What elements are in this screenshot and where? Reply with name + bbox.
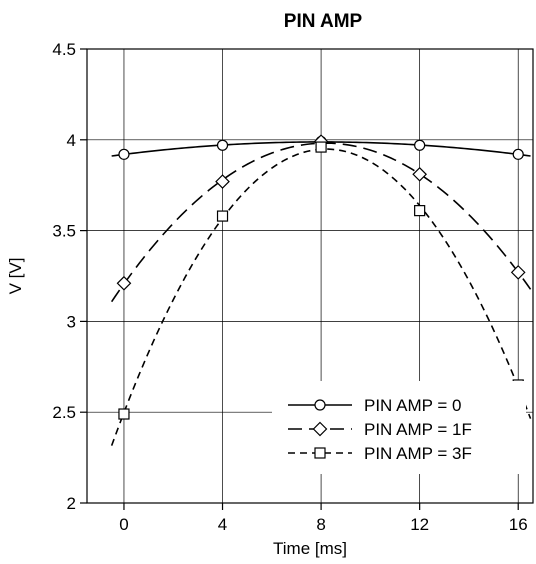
x-axis-label: Time [ms] <box>273 539 347 558</box>
x-tick-label: 4 <box>218 515 227 534</box>
data-point-square <box>314 447 326 459</box>
y-tick-label: 2 <box>67 494 76 513</box>
y-tick-label: 4 <box>67 131 76 150</box>
data-point-square <box>414 205 426 217</box>
legend-entry: PIN AMP = 1F <box>288 420 472 439</box>
data-point-diamond <box>412 166 428 182</box>
data-point-circle <box>414 139 426 151</box>
y-tick-label: 2.5 <box>52 403 76 422</box>
series-diamond <box>110 134 532 303</box>
legend-entry: PIN AMP = 0 <box>288 396 461 415</box>
data-point-square <box>315 141 327 153</box>
x-tick-label: 0 <box>119 515 128 534</box>
data-point-circle <box>216 139 229 151</box>
y-tick-label: 3.5 <box>52 222 76 241</box>
data-point-square <box>216 210 229 222</box>
data-point-diamond <box>116 275 132 291</box>
x-tick-label: 16 <box>509 515 528 534</box>
series-line <box>110 142 532 303</box>
x-tick-label: 8 <box>316 515 325 534</box>
data-point-square <box>118 408 130 420</box>
y-tick-label: 4.5 <box>52 40 76 59</box>
y-axis: 2 2.5 3 3.5 4 4.5 <box>52 40 87 513</box>
legend: PIN AMP = 0 PIN AMP = 1F PIN AMP = 3F <box>272 381 526 474</box>
legend-entry: PIN AMP = 3F <box>288 444 472 463</box>
data-point-circle <box>512 148 524 160</box>
x-axis: 0 4 8 12 16 <box>119 503 528 534</box>
x-tick-label: 12 <box>410 515 429 534</box>
legend-label: PIN AMP = 0 <box>364 396 461 415</box>
chart-title: PIN AMP <box>284 11 363 32</box>
legend-label: PIN AMP = 3F <box>364 444 472 463</box>
data-point-diamond <box>510 265 526 280</box>
series-layer <box>110 134 532 446</box>
data-point-circle <box>314 399 326 411</box>
data-point-circle <box>118 148 130 160</box>
y-tick-label: 3 <box>67 312 76 331</box>
legend-label: PIN AMP = 1F <box>364 420 472 439</box>
y-axis-label: V [V] <box>6 258 25 295</box>
data-point-diamond <box>215 174 230 189</box>
plot-frame <box>86 48 534 504</box>
data-point-diamond <box>312 421 328 437</box>
